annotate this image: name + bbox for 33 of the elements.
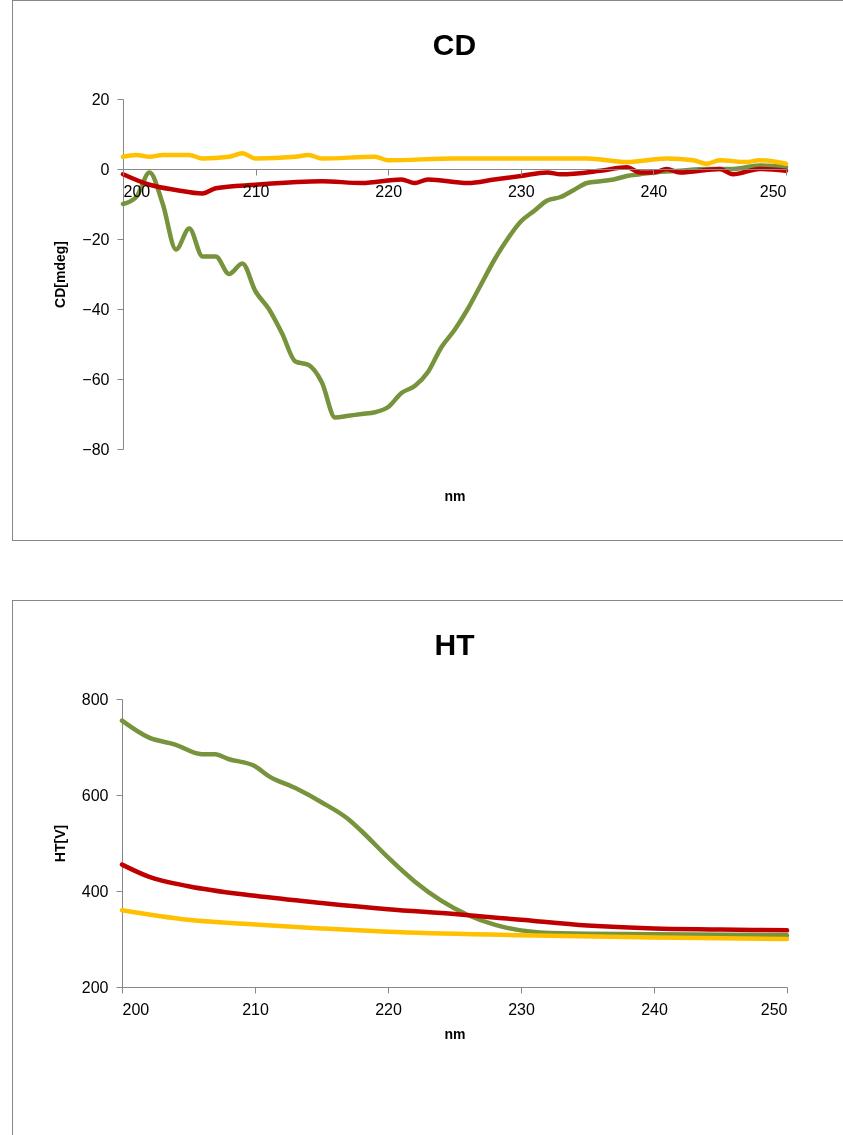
x-tick-label: 250 <box>759 182 787 200</box>
y-tick-label: 400 <box>81 882 109 900</box>
y-tick-label: −60 <box>82 370 110 388</box>
chart-title: HT <box>434 628 475 661</box>
x-tick-label: 220 <box>375 1000 402 1018</box>
y-tick-label: 0 <box>100 160 110 178</box>
y-tick-label: 20 <box>91 90 110 108</box>
x-tick-label: 250 <box>760 1000 788 1018</box>
y-axis-title: CD[mdeg] <box>52 241 69 308</box>
x-tick-label: 210 <box>242 1000 269 1018</box>
y-axis-title: HT[V] <box>51 824 68 863</box>
x-tick-label: 240 <box>641 1000 668 1018</box>
x-tick-label: 230 <box>507 182 535 200</box>
line-series <box>119 907 790 942</box>
line-series <box>120 151 789 166</box>
y-tick-label: 600 <box>81 786 109 804</box>
line-series <box>120 165 789 196</box>
x-tick-label: 240 <box>640 182 668 200</box>
y-tick-label: 800 <box>81 690 109 708</box>
line-series <box>120 163 789 420</box>
y-tick-label: −40 <box>82 300 110 318</box>
line-series <box>119 862 790 933</box>
chart-title: CD <box>432 28 477 61</box>
x-axis-title: nm <box>444 1025 466 1042</box>
x-tick-label: 220 <box>375 182 403 200</box>
y-tick-label: −80 <box>82 440 110 458</box>
y-tick-label: −20 <box>82 230 110 248</box>
x-tick-label: 230 <box>508 1000 535 1018</box>
y-tick-label: 200 <box>81 978 109 996</box>
line-series <box>119 718 790 938</box>
x-tick-label: 200 <box>122 1000 150 1018</box>
x-tick-label: 210 <box>242 182 270 200</box>
x-axis-title: nm <box>444 487 466 504</box>
